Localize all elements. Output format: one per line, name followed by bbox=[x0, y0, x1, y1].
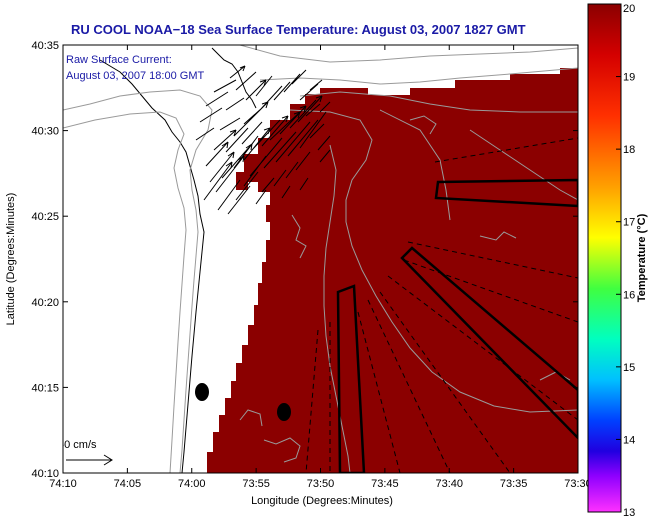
bathymetry-contours bbox=[63, 45, 578, 473]
survey-boxes bbox=[336, 178, 578, 473]
x-tick-label: 73:50 bbox=[307, 478, 335, 490]
y-tick-label: 40:35 bbox=[31, 40, 59, 52]
marker-ellipse-left bbox=[195, 383, 209, 401]
x-tick-label: 74:10 bbox=[49, 478, 77, 490]
y-tick-label: 40:20 bbox=[31, 297, 59, 309]
colorbar-tick-label: 13 bbox=[623, 507, 635, 518]
x-tick-label: 74:05 bbox=[114, 478, 142, 490]
y-tick-label: 40:15 bbox=[31, 382, 59, 394]
colorbar-tick-label: 14 bbox=[623, 434, 635, 446]
x-axis-ticks: 74:10 74:05 74:00 73:55 73:50 73:45 73:40 73:35… bbox=[49, 45, 592, 490]
colorbar-label: Temperature (°C) bbox=[636, 213, 648, 302]
colorbar-tick-label: 20 bbox=[623, 3, 635, 15]
x-tick-label: 73:55 bbox=[242, 478, 270, 490]
colorbar-ticks: 20 19 18 17 16 15 14 13 bbox=[616, 3, 635, 518]
colorbar-tick-label: 19 bbox=[623, 72, 635, 84]
y-axis-label: Latitude (Degrees:Minutes) bbox=[5, 193, 17, 326]
box-top-right bbox=[434, 178, 578, 208]
colorbar-tick-label: 17 bbox=[623, 217, 635, 229]
box-vertical-center bbox=[336, 284, 366, 473]
y-axis-ticks: 40:35 40:30 40:25 40:20 40:15 40:10 bbox=[31, 40, 578, 480]
sst-data-region bbox=[207, 68, 578, 473]
colorbar bbox=[587, 3, 622, 513]
scale-arrow-label: 50 cm/s bbox=[58, 439, 97, 451]
colorbar-tick-label: 15 bbox=[623, 362, 635, 374]
scale-arrow bbox=[66, 454, 113, 466]
x-tick-label: 73:40 bbox=[435, 478, 463, 490]
colorbar-tick-label: 18 bbox=[623, 144, 635, 156]
colorbar-tick-label: 16 bbox=[623, 289, 635, 301]
x-tick-label: 73:30 bbox=[564, 478, 592, 490]
figure-title: RU COOL NOAA−18 Sea Surface Temperature:… bbox=[71, 22, 526, 37]
marker-ellipse-right bbox=[277, 403, 291, 421]
current-legend-line2: August 03, 2007 18:00 GMT bbox=[66, 70, 204, 82]
x-tick-label: 73:35 bbox=[500, 478, 528, 490]
y-tick-label: 40:30 bbox=[31, 126, 59, 138]
y-tick-label: 40:10 bbox=[31, 468, 59, 480]
x-axis-label: Longitude (Degrees:Minutes) bbox=[251, 495, 393, 507]
current-legend-line1: Raw Surface Current: bbox=[66, 54, 172, 66]
y-tick-label: 40:25 bbox=[31, 211, 59, 223]
x-tick-label: 74:00 bbox=[178, 478, 206, 490]
surface-current-vectors bbox=[195, 65, 331, 215]
x-tick-label: 73:45 bbox=[371, 478, 399, 490]
map-plot-area: 50 cm/s Raw Surface Current: August 03, … bbox=[58, 45, 578, 473]
box-middle-diagonal bbox=[400, 246, 578, 440]
dashed-radial-lines bbox=[305, 137, 578, 473]
